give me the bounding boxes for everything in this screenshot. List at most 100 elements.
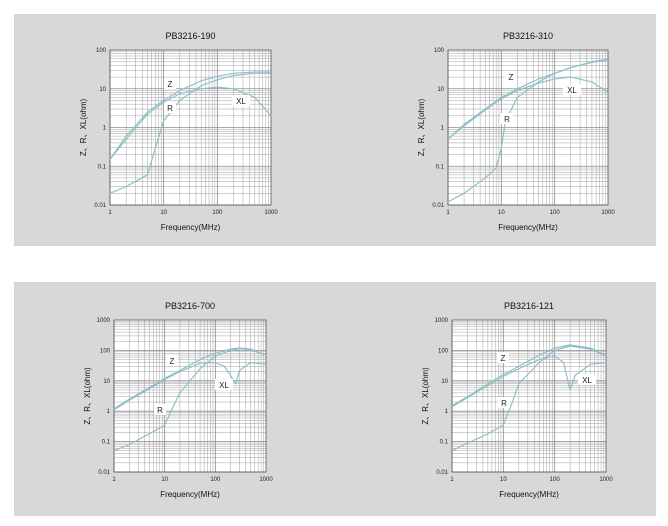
chart-3-x-tick-label: 1 bbox=[450, 477, 454, 483]
chart-3-callout-label: Z bbox=[501, 354, 506, 363]
chart-1-callout-label: XL bbox=[567, 86, 577, 95]
chart-1-y-tick-label: 1 bbox=[441, 126, 445, 132]
chart-3-callout-r: R bbox=[498, 397, 510, 408]
chart-1-x-tick-label: 100 bbox=[550, 210, 561, 216]
chart-1-y-tick-label: 0.1 bbox=[436, 164, 445, 170]
chart-3-x-tick-label: 100 bbox=[550, 477, 561, 483]
chart-2-frame bbox=[113, 319, 267, 473]
chart-2-x-tick-label: 10 bbox=[161, 477, 168, 483]
chart-0-frame bbox=[109, 49, 272, 206]
chart-2-series-z bbox=[113, 347, 267, 410]
chart-2-y-tick-label: 10 bbox=[103, 379, 110, 385]
chart-2-callout-r: R bbox=[154, 404, 166, 415]
chart-0-callout-bg bbox=[232, 95, 250, 106]
chart-1-callout-bg bbox=[501, 113, 513, 124]
chart-2-series-xl bbox=[113, 361, 267, 411]
chart-0-x-tick-label: 100 bbox=[212, 210, 223, 216]
chart-0-series-r bbox=[109, 72, 271, 194]
chart-3-x-tick-label: 10 bbox=[500, 477, 507, 483]
chart-3-series-xl bbox=[451, 355, 607, 408]
chart-1-callout-label: Z bbox=[509, 73, 514, 82]
chart-3-series-r bbox=[451, 345, 607, 452]
chart-1-x-tick-label: 10 bbox=[498, 210, 505, 216]
chart-0-callout-bg bbox=[164, 102, 176, 113]
chart-1-series-r bbox=[447, 59, 609, 203]
chart-3-y-tick-label: 1000 bbox=[435, 318, 449, 324]
chart-1-callout-xl: XL bbox=[563, 84, 581, 95]
chart-0-y-tick-label: 0.1 bbox=[98, 164, 107, 170]
chart-2-callout-bg bbox=[166, 355, 178, 366]
chart-2-y-tick-label: 100 bbox=[100, 348, 111, 354]
chart-3-y-axis-label: Z、R、XL(ohm) bbox=[421, 367, 430, 425]
chart-3-callout-xl: XL bbox=[578, 374, 596, 385]
chart-0-x-tick-label: 1000 bbox=[264, 210, 278, 216]
chart-0-callout-label: Z bbox=[168, 80, 173, 89]
chart-1-callout-z: Z bbox=[505, 71, 517, 82]
chart-2-y-tick-label: 0.1 bbox=[102, 440, 111, 446]
chart-0-callout-r: R bbox=[164, 102, 176, 113]
chart-3-series-z bbox=[451, 344, 607, 407]
chart-1-grid bbox=[447, 50, 608, 206]
chart-3-callout-z: Z bbox=[497, 352, 509, 363]
chart-2-callout-bg bbox=[154, 404, 166, 415]
chart-1-x-tick-label: 1000 bbox=[601, 210, 615, 216]
chart-1-callout-label: R bbox=[504, 115, 510, 124]
chart-3-x-tick-label: 1000 bbox=[599, 477, 613, 483]
chart-1-y-axis-label: Z、R、XL(ohm) bbox=[417, 98, 426, 156]
chart-0-callout-label: XL bbox=[236, 97, 246, 106]
chart-3-y-tick-label: 0.01 bbox=[436, 470, 448, 476]
chart-0-y-axis-label: Z、R、XL(ohm) bbox=[79, 98, 88, 156]
chart-2-y-tick-label: 1 bbox=[107, 409, 111, 415]
chart-3-plot-area bbox=[452, 320, 606, 472]
chart-0-x-tick-label: 10 bbox=[160, 210, 167, 216]
chart-0-callout-z: Z bbox=[164, 78, 176, 89]
chart-1-x-tick-label: 1 bbox=[446, 210, 450, 216]
chart-3-grid bbox=[451, 320, 606, 473]
chart-3-frame bbox=[451, 319, 607, 473]
chart-0-series-z bbox=[109, 71, 271, 160]
chart-3-y-tick-label: 10 bbox=[441, 379, 448, 385]
chart-3-y-tick-label: 0.1 bbox=[440, 440, 449, 446]
chart-0-series-xl bbox=[109, 86, 272, 160]
chart-1-y-tick-label: 0.01 bbox=[432, 203, 444, 209]
chart-1-y-tick-label: 100 bbox=[434, 48, 445, 54]
chart-0-x-axis-label: Frequency(MHz) bbox=[161, 223, 221, 232]
chart-0-y-tick-label: 1 bbox=[103, 126, 107, 132]
chart-1-series-xl bbox=[447, 76, 609, 140]
chart-0-callout-xl: XL bbox=[232, 95, 250, 106]
chart-0-callout-label: R bbox=[167, 104, 173, 113]
chart-2-y-tick-label: 1000 bbox=[97, 318, 111, 324]
chart-2-y-axis-label: Z、R、XL(ohm) bbox=[83, 367, 92, 425]
chart-1-title: PB3216-310 bbox=[503, 31, 553, 41]
chart-2-callout-z: Z bbox=[166, 355, 178, 366]
chart-0-y-tick-label: 0.01 bbox=[94, 203, 106, 209]
chart-1-y-tick-label: 10 bbox=[437, 87, 444, 93]
chart-2-plot-area bbox=[114, 320, 266, 472]
chart-0-y-tick-label: 100 bbox=[96, 48, 107, 54]
chart-2-x-tick-label: 100 bbox=[210, 477, 221, 483]
chart-3-callout-label: XL bbox=[582, 376, 592, 385]
chart-3-x-axis-label: Frequency(MHz) bbox=[499, 490, 559, 499]
chart-3-callout-label: R bbox=[501, 399, 507, 408]
chart-1-frame bbox=[447, 49, 609, 206]
chart-2-series-r bbox=[113, 348, 267, 452]
chart-2-y-tick-label: 0.01 bbox=[98, 470, 110, 476]
chart-3-callout-bg bbox=[497, 352, 509, 363]
chart-2-callout-xl: XL bbox=[215, 379, 233, 390]
chart-2-title: PB3216-700 bbox=[165, 301, 215, 311]
chart-0-title: PB3216-190 bbox=[165, 31, 215, 41]
chart-2-x-axis-label: Frequency(MHz) bbox=[160, 490, 220, 499]
chart-2-grid bbox=[113, 320, 266, 473]
chart-1-callout-bg bbox=[505, 71, 517, 82]
chart-3-y-tick-label: 1 bbox=[445, 409, 449, 415]
chart-2-callout-bg bbox=[215, 379, 233, 390]
chart-3-y-tick-label: 100 bbox=[438, 348, 449, 354]
chart-2-x-tick-label: 1000 bbox=[259, 477, 273, 483]
chart-2-x-tick-label: 1 bbox=[112, 477, 116, 483]
chart-3-title: PB3216-121 bbox=[504, 301, 554, 311]
chart-2-callout-label: Z bbox=[170, 357, 175, 366]
